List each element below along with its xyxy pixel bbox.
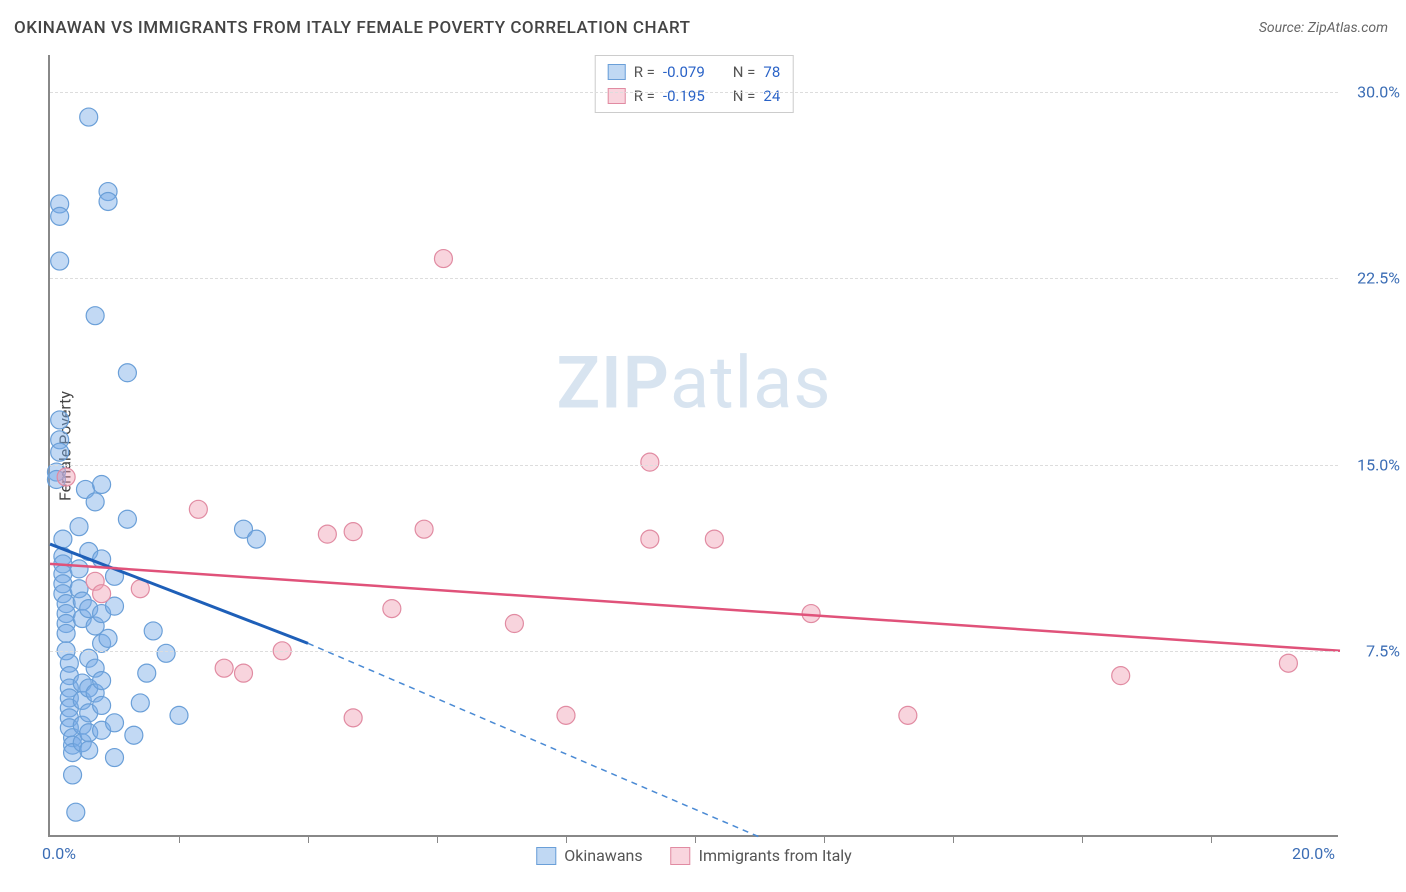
data-point bbox=[125, 726, 143, 744]
stats-row: R = -0.079 N = 78 bbox=[608, 60, 781, 84]
data-point bbox=[51, 207, 69, 225]
data-point bbox=[93, 696, 111, 714]
data-point bbox=[93, 672, 111, 690]
data-point bbox=[899, 706, 917, 724]
data-point bbox=[318, 525, 336, 543]
stats-row: R = -0.195 N = 24 bbox=[608, 84, 781, 108]
stats-n-value: 78 bbox=[763, 60, 780, 84]
data-point bbox=[99, 629, 117, 647]
data-point bbox=[383, 600, 401, 618]
legend-item: Okinawans bbox=[536, 846, 642, 865]
legend-swatch bbox=[671, 847, 691, 865]
x-tick-mark bbox=[1082, 835, 1083, 843]
x-tick-mark bbox=[824, 835, 825, 843]
legend-swatch bbox=[536, 847, 556, 865]
stats-n-label: N = bbox=[733, 84, 756, 108]
data-point bbox=[118, 364, 136, 382]
x-tick-mark bbox=[953, 835, 954, 843]
data-point bbox=[235, 664, 253, 682]
data-point bbox=[415, 520, 433, 538]
x-tick-mark bbox=[1211, 835, 1212, 843]
data-point bbox=[138, 664, 156, 682]
data-point bbox=[344, 523, 362, 541]
legend-label: Immigrants from Italy bbox=[699, 846, 852, 865]
x-tick-mark bbox=[308, 835, 309, 843]
y-tick-label: 15.0% bbox=[1357, 455, 1400, 474]
grid-line bbox=[50, 465, 1338, 466]
data-point bbox=[67, 803, 85, 821]
data-point bbox=[80, 108, 98, 126]
x-tick-mark bbox=[179, 835, 180, 843]
x-tick-mark bbox=[695, 835, 696, 843]
data-point bbox=[106, 749, 124, 767]
x-tick-mark bbox=[437, 835, 438, 843]
stats-n-value: 24 bbox=[763, 84, 780, 108]
legend-label: Okinawans bbox=[564, 846, 642, 865]
stats-r-value: -0.195 bbox=[663, 84, 705, 108]
stats-box: R = -0.079 N = 78 R = -0.195 N = 24 bbox=[595, 55, 794, 113]
data-point bbox=[99, 192, 117, 210]
grid-line bbox=[50, 92, 1338, 93]
x-tick-label: 20.0% bbox=[1292, 844, 1335, 863]
data-point bbox=[131, 694, 149, 712]
source-attribution: Source: ZipAtlas.com bbox=[1259, 20, 1388, 36]
data-point bbox=[557, 706, 575, 724]
data-point bbox=[51, 252, 69, 270]
plot-svg bbox=[50, 55, 1338, 835]
data-point bbox=[144, 622, 162, 640]
data-point bbox=[64, 766, 82, 784]
y-tick-label: 7.5% bbox=[1366, 641, 1400, 660]
data-point bbox=[86, 493, 104, 511]
source-label: Source: bbox=[1259, 20, 1304, 36]
y-tick-label: 22.5% bbox=[1357, 269, 1400, 288]
data-point bbox=[70, 518, 88, 536]
data-point bbox=[106, 714, 124, 732]
data-point bbox=[157, 644, 175, 662]
data-point bbox=[641, 453, 659, 471]
data-point bbox=[93, 475, 111, 493]
trend-line bbox=[50, 564, 1340, 651]
stats-r-value: -0.079 bbox=[663, 60, 705, 84]
data-point bbox=[70, 560, 88, 578]
data-point bbox=[80, 741, 98, 759]
source-name: ZipAtlas.com bbox=[1308, 20, 1388, 36]
data-point bbox=[86, 307, 104, 325]
data-point bbox=[189, 500, 207, 518]
y-tick-label: 30.0% bbox=[1357, 83, 1400, 102]
stats-swatch bbox=[608, 88, 626, 104]
data-point bbox=[57, 624, 75, 642]
x-tick-mark bbox=[566, 835, 567, 843]
chart-title: OKINAWAN VS IMMIGRANTS FROM ITALY FEMALE… bbox=[14, 18, 690, 38]
x-tick-label: 0.0% bbox=[42, 844, 76, 863]
plot-area: ZIPatlas R =-0.079N =78R =-0.195N =24 Ok… bbox=[48, 55, 1338, 837]
data-point bbox=[247, 530, 265, 548]
legend-item: Immigrants from Italy bbox=[671, 846, 852, 865]
data-point bbox=[705, 530, 723, 548]
correlation-chart: OKINAWAN VS IMMIGRANTS FROM ITALY FEMALE… bbox=[0, 0, 1406, 892]
trend-line-dashed bbox=[308, 643, 760, 837]
data-point bbox=[434, 250, 452, 268]
stats-r-label: R = bbox=[634, 60, 655, 84]
data-point bbox=[51, 411, 69, 429]
stats-swatch bbox=[608, 64, 626, 80]
data-point bbox=[93, 585, 111, 603]
grid-line bbox=[50, 651, 1338, 652]
legend: Okinawans Immigrants from Italy bbox=[536, 846, 851, 865]
data-point bbox=[1279, 654, 1297, 672]
stats-r-label: R = bbox=[634, 84, 655, 108]
data-point bbox=[51, 443, 69, 461]
data-point bbox=[505, 615, 523, 633]
grid-line bbox=[50, 278, 1338, 279]
data-point bbox=[641, 530, 659, 548]
data-point bbox=[57, 468, 75, 486]
data-point bbox=[170, 706, 188, 724]
data-point bbox=[1112, 667, 1130, 685]
data-point bbox=[215, 659, 233, 677]
stats-n-label: N = bbox=[733, 60, 756, 84]
data-point bbox=[118, 510, 136, 528]
data-point bbox=[344, 709, 362, 727]
